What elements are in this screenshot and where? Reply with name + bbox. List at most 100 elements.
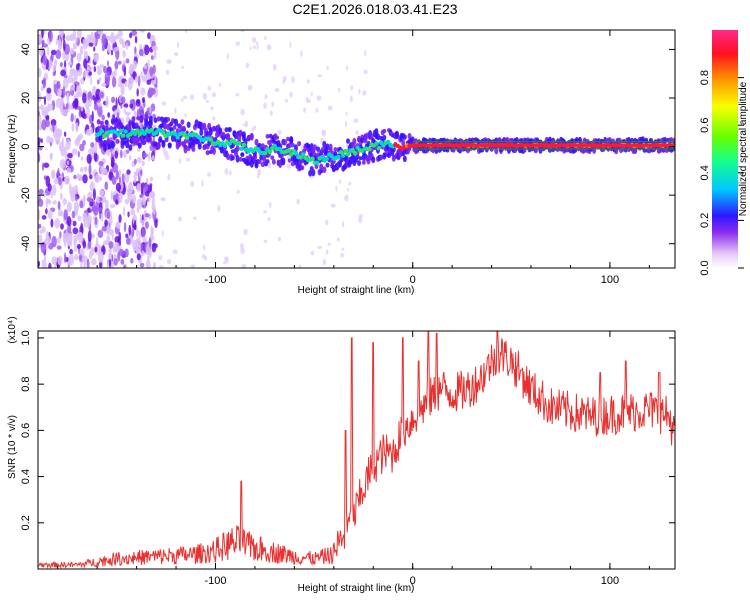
noise-speck [253, 125, 257, 131]
noise-speck [115, 170, 120, 180]
ridge-outer [333, 147, 338, 152]
noise-speck [38, 260, 41, 268]
noise-speck [101, 196, 107, 204]
ridge-outer [260, 162, 265, 168]
snr-xlabel: Height of straight line (km) [298, 583, 415, 594]
noise-speck [141, 227, 146, 237]
noise-speck [82, 212, 88, 222]
noise-speck [130, 208, 136, 216]
noise-speck [82, 113, 88, 119]
noise-speck [317, 245, 323, 249]
ridge-outer [259, 155, 264, 161]
noise-speck [38, 188, 44, 195]
noise-speck [112, 114, 116, 119]
noise-speck [107, 112, 111, 118]
snr-frame [37, 330, 676, 570]
noise-speck [105, 147, 111, 156]
noise-speck [80, 156, 84, 161]
noise-speck [134, 35, 138, 44]
noise-speck [87, 207, 91, 213]
ridge-core [310, 156, 315, 161]
noise-speck [223, 261, 227, 265]
noise-speck [70, 112, 74, 123]
noise-speck [83, 50, 87, 61]
ridge-outer [180, 119, 185, 125]
noise-speck [139, 169, 143, 176]
ridge-outer [371, 156, 376, 164]
noise-speck [358, 216, 363, 224]
noise-speck [90, 246, 95, 256]
noise-speck [52, 122, 55, 133]
noise-speck [77, 150, 80, 158]
noise-speck [184, 113, 187, 118]
noise-speck [59, 192, 63, 200]
noise-speck [286, 163, 292, 169]
noise-speck [104, 181, 109, 191]
noise-speck [82, 240, 87, 249]
noise-speck [121, 173, 125, 183]
ridge-outer [211, 147, 216, 155]
noise-speck [79, 166, 84, 173]
y-tick-label: 0.4 [20, 469, 32, 484]
ridge-outer [211, 126, 216, 132]
ridge-outer [401, 139, 406, 147]
noise-speck [67, 223, 72, 234]
ridge-outer [260, 143, 265, 148]
noise-speck [88, 164, 92, 176]
ridge-outer [131, 116, 136, 122]
noise-speck [59, 62, 63, 68]
noise-speck [124, 81, 128, 88]
ridge-outer [110, 118, 115, 125]
noise-speck [74, 84, 77, 92]
noise-speck [124, 248, 129, 258]
noise-speck [321, 130, 326, 137]
ridge-core [300, 152, 306, 157]
snr-axes: -100 0 100 0.2 0.4 0.6 0.8 1.0 [20, 330, 675, 587]
noise-speck [110, 49, 114, 56]
ridge-outer [366, 156, 371, 165]
noise-speck [79, 143, 85, 152]
noise-speck [51, 169, 56, 179]
noise-speck [124, 111, 131, 116]
ridge-outer [128, 144, 133, 151]
snr-marks [38, 331, 675, 569]
ridge-outer [366, 140, 371, 147]
noise-speck [66, 160, 69, 165]
noise-speck [51, 256, 58, 265]
noise-speck [68, 253, 74, 266]
noise-speck [62, 197, 67, 206]
noise-speck [74, 254, 79, 261]
noise-speck [76, 85, 82, 97]
noise-speck [268, 201, 272, 208]
noise-speck [140, 242, 143, 253]
ridge-outer [328, 143, 333, 151]
noise-speck [125, 42, 128, 50]
noise-speck [205, 99, 210, 104]
noise-speck [252, 45, 256, 50]
noise-speck [136, 88, 139, 97]
noise-speck [51, 235, 57, 248]
noise-speck [66, 201, 73, 213]
noise-speck [74, 37, 78, 42]
noise-speck [353, 118, 359, 124]
ridge-outer [382, 128, 387, 134]
noise-speck [113, 258, 118, 266]
noise-speck [136, 198, 143, 210]
noise-speck [256, 44, 259, 50]
ridge-core [286, 148, 292, 153]
noise-speck [96, 102, 102, 107]
noise-speck [350, 85, 354, 91]
ridge-outer [161, 140, 166, 145]
noise-speck [133, 171, 137, 182]
ridge-core [182, 132, 187, 138]
noise-speck [40, 86, 44, 92]
x-tick-label: -100 [204, 575, 226, 587]
noise-speck [95, 236, 99, 249]
noise-speck [94, 141, 98, 154]
x-tick-label: 100 [601, 274, 619, 286]
noise-speck [122, 60, 126, 65]
noise-speck [73, 201, 79, 213]
noise-speck [75, 63, 80, 71]
noise-speck [315, 108, 319, 113]
noise-speck [158, 264, 164, 268]
